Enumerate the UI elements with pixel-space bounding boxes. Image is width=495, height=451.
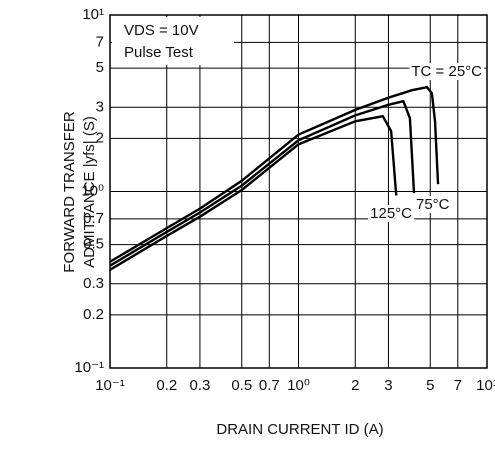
y-axis-label: FORWARD TRANSFER [61,111,78,273]
x-tick-label: 0.7 [259,377,280,394]
y-tick-label: 10⁰ [81,182,104,199]
x-axis-label: DRAIN CURRENT ID (A) [216,421,383,438]
x-tick-label: 7 [454,377,462,394]
line [109,99,416,267]
x-tick-label: 0.2 [156,377,177,394]
x-tick-label: 2 [351,377,359,394]
y-tick-label: 2 [96,129,104,146]
x-tick-label: 10¹ [476,377,495,394]
x-tick-label: 3 [384,377,392,394]
series-label-bg [414,195,452,213]
series-label: 125°C [370,205,412,222]
y-tick-label: 0.2 [83,306,104,323]
plot-frame [109,14,488,369]
x-tick-label: 0.3 [190,377,211,394]
x-tick-label: 10⁻¹ [95,377,125,394]
y-axis-label: ADMITTANCE |yfs| (S) [81,116,98,268]
y-tick-label: 3 [96,98,104,115]
y-tick-label: 10⁻¹ [74,359,104,376]
y-tick-label: 0.3 [83,275,104,292]
y-tick-label: 5 [96,59,104,76]
x-tick-label: 10⁰ [287,377,310,394]
series-label-bg [368,204,415,222]
y-tick-label: 0.5 [83,236,104,253]
y-tick-label: 0.7 [83,210,104,227]
line [109,114,398,271]
y-tick-label: 10¹ [82,6,104,23]
y-tick-label: 7 [96,33,104,50]
annotation-box [112,17,234,65]
annotation: VDS = 10V [124,22,199,39]
series-label-bg [409,62,485,80]
line [109,85,440,263]
series-label: TC = 25°C [411,63,482,80]
x-tick-label: 5 [426,377,434,394]
annotation: Pulse Test [124,44,194,61]
series-label: 75°C [416,196,450,213]
x-tick-label: 0.5 [231,377,252,394]
